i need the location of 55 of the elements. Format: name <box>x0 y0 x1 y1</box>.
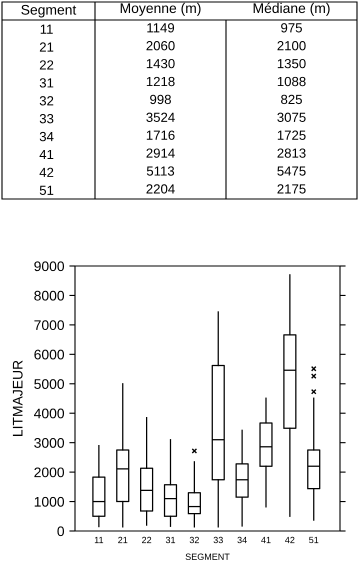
x-tick-label: Moyenne (m) <box>120 2 201 16</box>
data-label: 1725 <box>278 130 306 140</box>
data-label: 1350 <box>278 58 306 68</box>
data-label: 825 <box>281 94 302 104</box>
data-label: 2175 <box>277 184 306 194</box>
x-tick-label: 31 <box>166 536 176 544</box>
x-tick-label: 11 <box>94 536 104 544</box>
y-tick-label: 51 <box>40 186 54 195</box>
data-label: 3524 <box>146 112 175 122</box>
data-label: 1088 <box>278 76 306 86</box>
y-tick-label: 11 <box>40 24 53 34</box>
y-tick-label: 7000 <box>34 320 64 330</box>
x-tick-label: Médiane (m) <box>254 2 330 16</box>
y-tick-label: 4000 <box>34 408 64 418</box>
y-tick-label: 2000 <box>34 467 64 478</box>
y-tick-label: 0 <box>57 526 64 536</box>
data-label: 1430 <box>146 58 175 68</box>
x-tick-label: 42 <box>285 536 294 544</box>
data-label: 2204 <box>146 184 175 194</box>
x-tick-label: 32 <box>190 536 199 544</box>
x-tick-label: 41 <box>261 536 271 544</box>
y-tick-label: 21 <box>40 42 54 52</box>
data-label: 975 <box>281 23 302 32</box>
data-label: 2060 <box>146 41 175 50</box>
y-tick-label: 22 <box>40 60 54 70</box>
data-label: 1149 <box>147 23 174 32</box>
y-tick-label: 5000 <box>34 379 64 389</box>
y-tick-label: 3000 <box>34 438 64 448</box>
y-tick-label: 42 <box>40 168 54 177</box>
y-tick-label: 8000 <box>34 290 64 301</box>
x-tick-label: 34 <box>237 536 247 544</box>
y-tick-label: 31 <box>40 78 54 88</box>
data-label: 998 <box>150 94 171 104</box>
x-tick-label: 51 <box>309 536 318 544</box>
data-label: 2813 <box>277 148 306 158</box>
x-tick-label: 21 <box>118 536 128 544</box>
y-tick-label: 32 <box>40 96 54 106</box>
x-tick-label: 22 <box>142 536 152 544</box>
data-label: 5475 <box>277 166 306 176</box>
data-label: 2100 <box>277 41 306 50</box>
y-tick-label: 41 <box>40 150 54 160</box>
y-tick-label: 33 <box>40 114 54 124</box>
data-label: 2914 <box>146 148 175 158</box>
data-label: 1218 <box>146 76 175 86</box>
x-axis-title: SEGMENT <box>186 554 230 560</box>
y-tick-label: 1000 <box>34 496 64 507</box>
data-label: 5113 <box>146 166 174 176</box>
data-label: 3075 <box>277 112 306 122</box>
y-tick-label: 6000 <box>34 350 64 360</box>
y-tick-label: 34 <box>40 132 54 142</box>
y-tick-label: 9000 <box>34 261 64 272</box>
y-axis-title: Segment <box>21 4 76 18</box>
y-axis-title: LITMAJEUR <box>12 360 23 436</box>
data-label: 1716 <box>146 130 175 140</box>
x-tick-label: 33 <box>214 536 223 544</box>
